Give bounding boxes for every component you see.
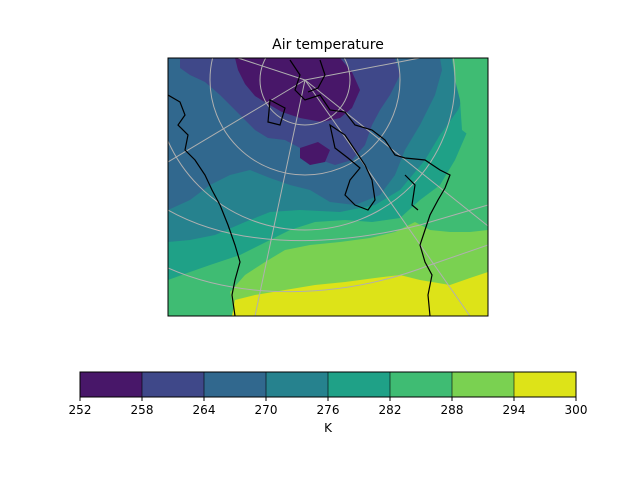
colorbar-segment (204, 372, 266, 397)
contour-level-252-258 (235, 58, 360, 122)
contour-level-294-300 (232, 272, 488, 316)
colorbar-segment (390, 372, 452, 397)
colorbar-tick-label: 258 (131, 403, 154, 417)
colorbar-tick-label: 282 (379, 403, 402, 417)
colorbar-tick-label: 288 (441, 403, 464, 417)
colorbar-segment (328, 372, 390, 397)
colorbar-segment (266, 372, 328, 397)
colorbar-tick-label: 252 (69, 403, 92, 417)
colorbar: 252 258 264 270 276 282 288 294 300 K (69, 371, 588, 435)
colorbar-segment (80, 372, 142, 397)
colorbar-segment (142, 372, 204, 397)
colorbar-tick-label: 276 (317, 403, 340, 417)
temperature-contours (168, 58, 488, 316)
colorbar-segment (514, 372, 576, 397)
chart-title: Air temperature (272, 37, 384, 53)
coastlines (168, 59, 451, 316)
colorbar-tick-label: 264 (193, 403, 216, 417)
colorbar-tick-label: 270 (255, 403, 278, 417)
colorbar-label: K (324, 421, 333, 435)
colorbar-ticks: 252 258 264 270 276 282 288 294 300 (69, 372, 588, 417)
map-panel (168, 58, 488, 316)
map-frame (167, 57, 489, 317)
colorbar-segment (452, 372, 514, 397)
colorbar-segments (80, 372, 576, 397)
colorbar-tick-label: 300 (565, 403, 588, 417)
colorbar-tick-label: 294 (503, 403, 526, 417)
contour-level-282-288 (452, 58, 488, 140)
contour-level-252-258 (300, 142, 330, 165)
